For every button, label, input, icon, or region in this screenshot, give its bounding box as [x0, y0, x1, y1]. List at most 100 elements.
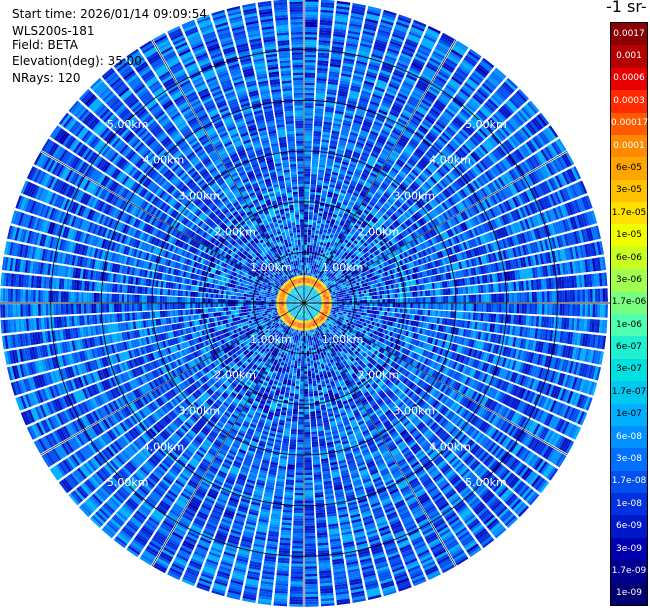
range-gate: [550, 385, 557, 398]
range-gate: [506, 325, 511, 335]
range-gate: [502, 369, 509, 380]
range-gate: [548, 316, 552, 328]
range-gate: [309, 393, 314, 397]
range-gate: [464, 320, 468, 329]
range-gate: [297, 368, 301, 372]
range-gate: [390, 326, 395, 332]
range-gate: [386, 312, 390, 317]
range-gate: [369, 306, 373, 310]
range-gate: [308, 383, 313, 387]
range-gate: [339, 314, 343, 318]
range-gate: [443, 349, 449, 357]
range-gate: [311, 303, 315, 305]
range-gate: [291, 429, 297, 432]
range-gate: [566, 360, 572, 373]
range-gate: [299, 383, 304, 387]
range-gate: [422, 342, 427, 349]
range-gate: [463, 337, 468, 346]
range-gate: [503, 381, 510, 392]
range-gate: [507, 371, 514, 382]
range-gate: [518, 315, 522, 325]
range-gate: [310, 334, 314, 338]
range-gate: [531, 352, 537, 364]
range-gate: [310, 416, 316, 420]
range-gate: [311, 370, 315, 374]
range-gate: [414, 315, 418, 321]
range-gate: [389, 331, 394, 337]
range-gate: [549, 400, 557, 413]
range-gate: [540, 368, 546, 380]
range-gate: [482, 342, 488, 351]
range-gate: [291, 563, 303, 567]
range-gate: [345, 319, 349, 323]
range-gate: [310, 340, 313, 344]
range-gate: [524, 351, 530, 362]
range-gate: [300, 330, 303, 334]
range-gate: [305, 591, 319, 595]
range-gate: [496, 379, 503, 389]
range-gate: [428, 330, 433, 337]
range-gate: [311, 373, 316, 377]
range-gate: [431, 317, 435, 324]
range-gate: [523, 363, 529, 375]
range-gate: [352, 303, 355, 306]
range-gate: [574, 347, 580, 360]
range-gate: [375, 331, 380, 336]
range-gate: [576, 318, 580, 331]
range-gate: [481, 303, 484, 312]
range-gate: [395, 328, 400, 334]
range-gate: [514, 326, 519, 336]
range-gate: [440, 325, 445, 332]
range-gate: [429, 352, 434, 360]
range-gate: [477, 350, 483, 360]
range-gate: [444, 318, 448, 326]
range-gate: [313, 339, 317, 343]
range-gate: [304, 366, 308, 369]
range-gate: [524, 390, 531, 402]
range-gate: [336, 308, 340, 311]
range-gate: [538, 381, 545, 393]
range-gate: [476, 321, 481, 331]
range-gate: [292, 411, 298, 415]
range-gate: [546, 329, 551, 341]
range-gate: [371, 310, 375, 314]
range-gate: [504, 335, 510, 346]
range-gate: [480, 312, 484, 322]
range-gate: [402, 330, 407, 336]
range-gate: [579, 304, 583, 317]
range-gate: [426, 316, 430, 323]
range-gate: [439, 340, 444, 348]
range-gate: [299, 391, 304, 395]
range-gate: [441, 348, 446, 357]
range-gate: [346, 317, 350, 321]
range-gate: [310, 421, 317, 425]
range-gate: [308, 378, 312, 382]
range-gate: [305, 335, 308, 339]
range-gate: [338, 308, 342, 311]
range-gate: [312, 378, 316, 382]
range-gate: [581, 318, 585, 332]
range-gate: [297, 437, 304, 440]
range-gate: [304, 363, 308, 367]
range-gate: [566, 390, 574, 404]
range-gate: [555, 387, 562, 400]
range-gate: [441, 333, 446, 340]
range-gate: [380, 338, 385, 343]
range-gate: [536, 328, 541, 340]
range-gate: [468, 338, 473, 347]
range-gate: [290, 365, 294, 369]
range-gate: [304, 432, 311, 435]
range-gate: [309, 335, 312, 339]
range-gate: [428, 323, 432, 330]
range-gate: [415, 340, 420, 347]
range-gate: [546, 303, 550, 315]
range-gate: [458, 345, 463, 354]
range-gate: [304, 361, 307, 364]
range-gate: [494, 334, 500, 344]
range-gate: [487, 333, 492, 342]
range-gate: [514, 349, 520, 360]
range-gate: [496, 356, 502, 366]
range-gate: [558, 317, 562, 329]
range-gate: [295, 358, 298, 361]
range-gate: [589, 349, 595, 363]
